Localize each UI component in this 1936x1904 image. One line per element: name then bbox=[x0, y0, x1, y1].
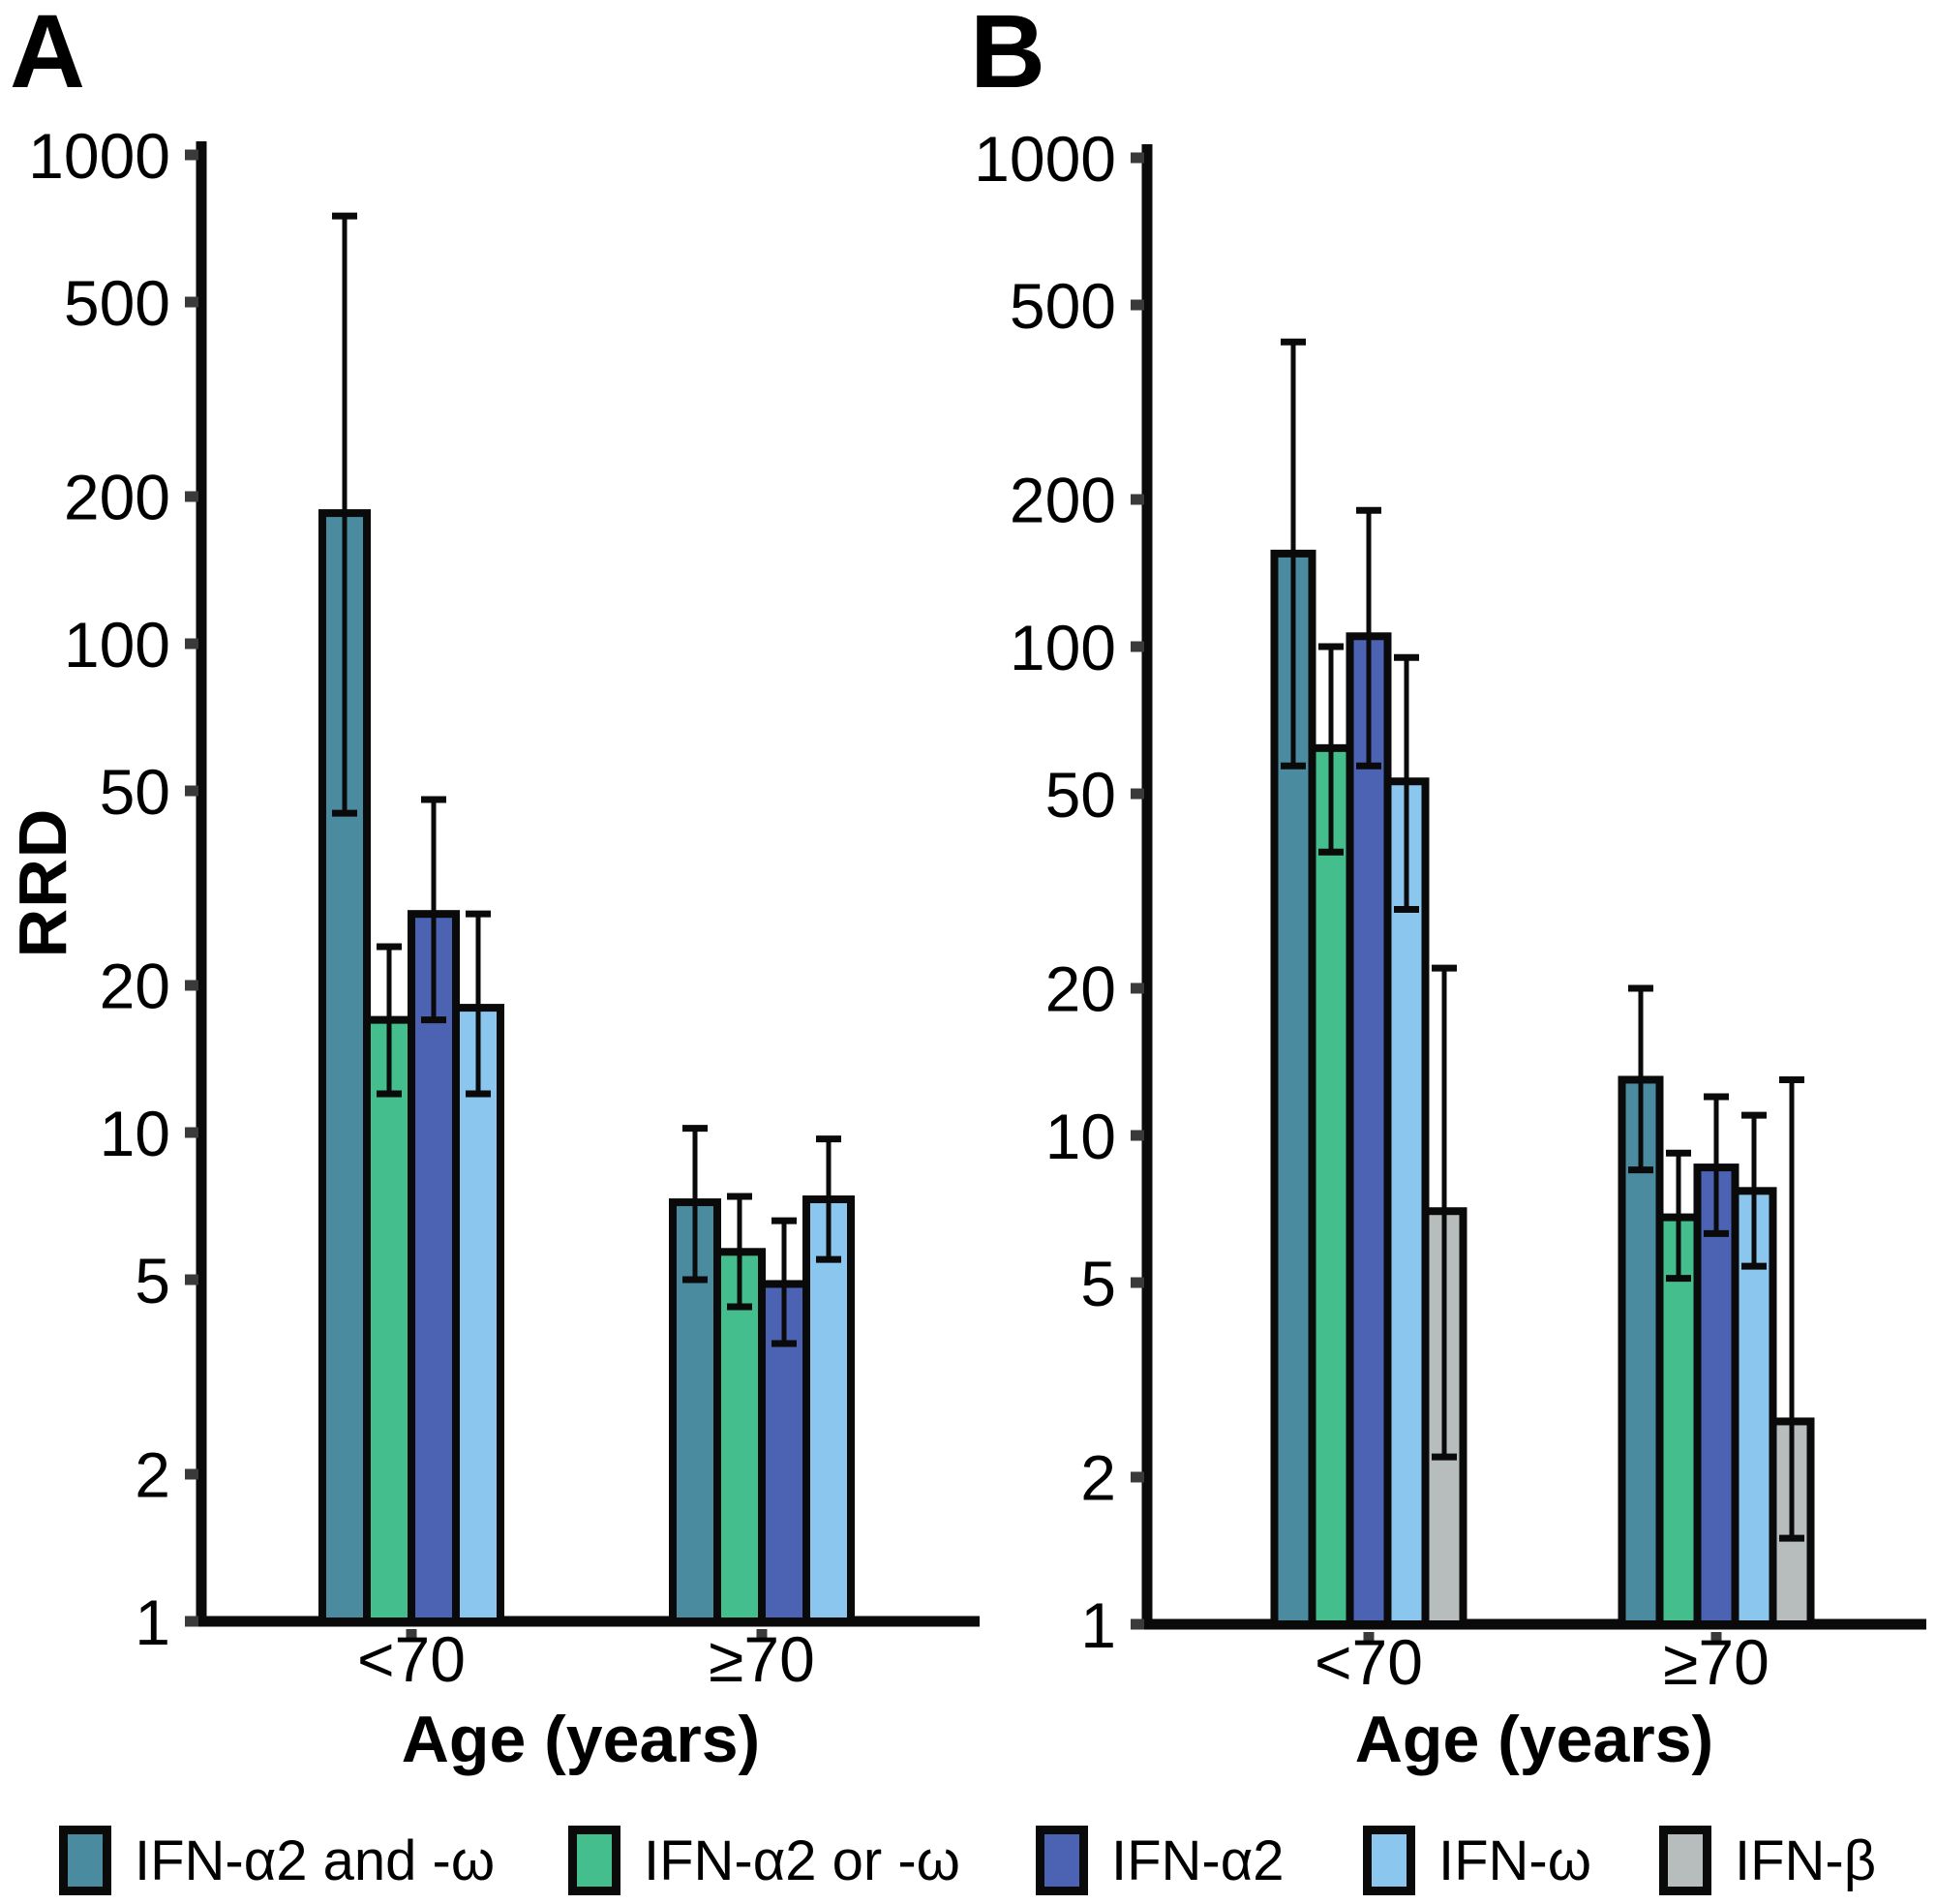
y-tick-label: 50 bbox=[100, 756, 170, 828]
x-tick-label: <70 bbox=[1315, 1626, 1423, 1698]
legend-swatch-blue bbox=[1036, 1826, 1088, 1895]
y-tick-label: 5 bbox=[135, 1245, 170, 1316]
legend-label: IFN-ω bbox=[1438, 1828, 1592, 1892]
y-tick-label: 1000 bbox=[28, 120, 170, 192]
y-tick-label: 500 bbox=[64, 267, 170, 339]
legend-swatch-teal bbox=[59, 1826, 111, 1895]
legend-swatch-lightblue bbox=[1363, 1826, 1415, 1895]
y-tick-label: 50 bbox=[1045, 759, 1116, 831]
bar-lightblue bbox=[452, 1004, 504, 1625]
legend-item: IFN-β bbox=[1659, 1826, 1876, 1895]
y-tick-label: 100 bbox=[1010, 612, 1116, 683]
y-tick-label: 100 bbox=[64, 609, 170, 680]
x-tick-label: ≥70 bbox=[709, 1623, 815, 1695]
legend-label: IFN-α2 and -ω bbox=[135, 1828, 496, 1892]
y-tick-label: 500 bbox=[1010, 270, 1116, 342]
bar-lightblue bbox=[802, 1195, 855, 1626]
bar-green bbox=[363, 1015, 415, 1625]
y-tick-label: 200 bbox=[1010, 465, 1116, 536]
legend-swatch-gray bbox=[1659, 1826, 1711, 1895]
y-tick-label: 10 bbox=[1045, 1101, 1116, 1172]
y-tick-label: 10 bbox=[100, 1098, 170, 1169]
x-axis-title-panel-b: Age (years) bbox=[1354, 1703, 1714, 1776]
y-tick-label: 1 bbox=[135, 1587, 170, 1658]
x-tick-label: <70 bbox=[357, 1623, 466, 1695]
panel-b-label: B bbox=[970, 0, 1045, 109]
legend-item: IFN-ω bbox=[1363, 1826, 1591, 1895]
bar-green bbox=[1308, 743, 1354, 1628]
bar-chart-canvas: 1000 500 200 100 50 20 10 5 2 1 <70 ≥70 1000 500 200 10… bbox=[28, 120, 1926, 1698]
y-tick-label: 5 bbox=[1080, 1248, 1116, 1319]
y-tick-label: 2 bbox=[135, 1439, 170, 1511]
y-tick-label: 2 bbox=[1080, 1442, 1116, 1514]
legend-item: IFN-α2 bbox=[1036, 1826, 1285, 1895]
legend-swatch-green bbox=[568, 1826, 620, 1895]
bar-blue bbox=[408, 910, 460, 1625]
y-tick-label: 20 bbox=[1045, 953, 1116, 1025]
legend-label: IFN-β bbox=[1735, 1828, 1877, 1892]
x-tick-label: ≥70 bbox=[1663, 1626, 1770, 1698]
y-tick-label: 1 bbox=[1080, 1589, 1116, 1661]
legend-item: IFN-α2 or -ω bbox=[568, 1826, 960, 1895]
bar-blue bbox=[1346, 632, 1392, 1628]
x-axis-title-panel-a: Age (years) bbox=[401, 1703, 761, 1776]
panel-a-label: A bbox=[10, 0, 85, 109]
y-tick-label: 1000 bbox=[974, 123, 1116, 195]
legend-label: IFN-α2 or -ω bbox=[644, 1828, 960, 1892]
legend-label: IFN-α2 bbox=[1111, 1828, 1285, 1892]
y-tick-label: 200 bbox=[64, 462, 170, 533]
bar-green bbox=[1655, 1213, 1702, 1628]
y-tick-label: 20 bbox=[100, 951, 170, 1022]
legend-item: IFN-α2 and -ω bbox=[59, 1826, 495, 1895]
